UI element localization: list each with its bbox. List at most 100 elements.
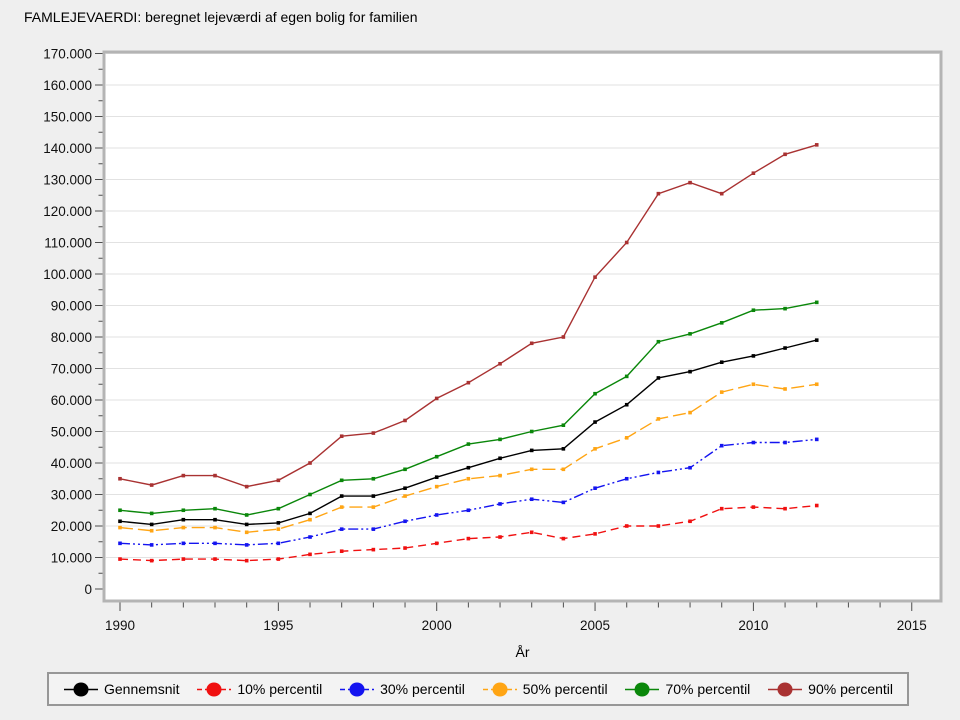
data-point [149, 543, 154, 547]
x-axis: 1990 1995 2000 2005 2010 2015 [105, 602, 927, 633]
data-point [814, 382, 819, 387]
data-point [783, 440, 787, 445]
data-point [308, 511, 312, 516]
data-point [276, 541, 281, 546]
legend-marker-10-percentil [197, 682, 232, 696]
data-point [118, 541, 122, 546]
series-70-percentil [118, 300, 819, 517]
data-point [403, 519, 407, 524]
data-point [719, 443, 724, 448]
data-point [498, 502, 502, 506]
data-point [719, 191, 724, 196]
data-point [624, 240, 629, 245]
data-point [466, 380, 471, 385]
data-point [751, 171, 756, 175]
data-point [276, 521, 281, 525]
data-point [561, 536, 566, 541]
data-point [719, 506, 724, 511]
data-point [308, 461, 312, 465]
y-tick-label: 0 [84, 582, 92, 597]
data-point [814, 503, 819, 508]
data-point [308, 535, 312, 539]
legend-marker-90-percentil [768, 682, 803, 696]
data-point [213, 525, 217, 530]
legend-label: 90% percentil [808, 681, 893, 697]
data-point [308, 552, 312, 557]
legend-item-50-percentil: 50% percentil [482, 681, 608, 698]
data-point [466, 476, 471, 481]
data-point [244, 530, 249, 535]
data-point [561, 335, 566, 339]
y-tick-label: 130.000 [43, 173, 92, 188]
data-point [624, 524, 629, 528]
data-point [213, 506, 217, 511]
data-point [244, 484, 249, 489]
data-point [466, 536, 471, 541]
data-point [466, 508, 471, 513]
y-tick-label: 30.000 [51, 488, 92, 503]
data-point [339, 549, 344, 553]
legend-label: 70% percentil [665, 681, 751, 697]
data-point [371, 476, 376, 481]
data-point [593, 420, 597, 424]
data-point [656, 470, 661, 475]
data-point [434, 484, 439, 489]
data-point [466, 442, 471, 446]
data-point [688, 410, 692, 415]
data-point [118, 508, 122, 513]
data-point [593, 447, 597, 451]
data-point [656, 524, 661, 528]
y-tick-label: 120.000 [43, 204, 92, 219]
legend-marker-50-percentil [482, 682, 517, 696]
data-point [149, 528, 154, 533]
x-axis-label: År [515, 644, 530, 660]
data-point [593, 275, 597, 279]
data-point [213, 541, 217, 546]
series-50-percentil [118, 382, 819, 535]
data-point [181, 541, 186, 546]
series-gennemsnit [118, 338, 819, 527]
data-point [181, 557, 186, 561]
data-point [371, 505, 376, 509]
data-point [403, 418, 407, 423]
data-point [244, 522, 249, 527]
data-point [339, 494, 344, 498]
legend-item-90-percentil: 90% percentil [767, 681, 893, 698]
data-point [181, 473, 186, 478]
y-tick-label: 80.000 [51, 330, 92, 345]
data-point [529, 530, 534, 535]
data-point [308, 492, 312, 497]
series-10-percentil [118, 503, 819, 563]
y-tick-label: 20.000 [51, 519, 92, 534]
x-tick-label: 1995 [263, 618, 293, 633]
data-point [434, 475, 439, 479]
data-point [118, 525, 122, 530]
data-point [434, 513, 439, 517]
data-point [498, 456, 502, 461]
data-point [656, 339, 661, 344]
y-tick-label: 110.000 [44, 236, 92, 251]
data-point [118, 557, 122, 561]
series-90-percentil [118, 143, 819, 489]
data-point [593, 532, 597, 536]
data-point [688, 332, 692, 336]
legend-item-10-percentil: 10% percentil [196, 681, 322, 698]
data-point [276, 557, 281, 561]
plot-area [104, 52, 941, 601]
data-point [593, 486, 597, 490]
legend-label: 30% percentil [380, 681, 465, 697]
y-tick-label: 150.000 [43, 110, 92, 125]
data-point [624, 476, 629, 481]
y-tick-label: 50.000 [51, 425, 92, 440]
data-point [751, 308, 756, 313]
gridlines [106, 53, 939, 558]
data-point [339, 434, 344, 439]
data-point [529, 467, 534, 472]
data-point [181, 525, 186, 530]
data-point [403, 467, 407, 472]
data-point [434, 454, 439, 459]
data-point [814, 143, 819, 147]
data-point [213, 517, 217, 522]
data-point [149, 511, 154, 516]
data-point [656, 376, 661, 380]
